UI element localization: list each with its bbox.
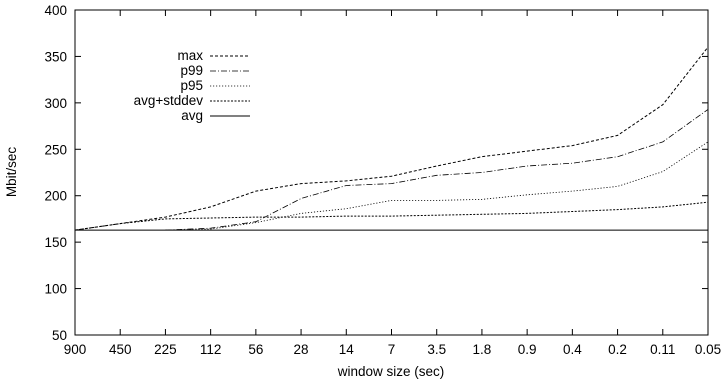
y-tick-label: 100 (44, 282, 67, 297)
legend-label: p99 (180, 63, 203, 78)
series-line-max (74, 46, 709, 231)
y-tick-label: 350 (44, 49, 67, 64)
series-line-avg-stddev (74, 201, 709, 231)
x-tick-label: 14 (339, 342, 355, 357)
y-tick-label: 400 (44, 3, 67, 18)
x-tick-label: 112 (200, 342, 222, 357)
series-line-p99 (165, 109, 709, 231)
legend-label: p95 (180, 78, 203, 93)
x-tick-label: 0.11 (650, 342, 675, 357)
x-axis-ticks: 900 450 225 112 56 28 14 7 3.5 1.8 0.9 0.4 0.2 0.11 0.… (64, 10, 721, 357)
x-axis-label: window size (sec) (337, 364, 445, 379)
x-tick-label: 56 (248, 342, 263, 357)
x-tick-label: 900 (64, 342, 87, 357)
x-tick-label: 0.2 (608, 342, 627, 357)
y-tick-label: 150 (44, 235, 67, 250)
legend-label: avg (181, 108, 203, 123)
legend-label: max (177, 48, 203, 63)
x-tick-label: 450 (109, 342, 132, 357)
y-tick-label: 50 (52, 328, 67, 343)
y-tick-label: 250 (44, 142, 67, 157)
x-tick-label: 225 (154, 342, 177, 357)
y-tick-label: 300 (44, 96, 67, 111)
y-axis-ticks: 50 100 150 200 250 300 350 400 (44, 3, 708, 343)
x-tick-label: 0.05 (695, 342, 721, 357)
legend-label: avg+stddev (134, 93, 204, 108)
x-tick-label: 3.5 (427, 342, 446, 357)
y-tick-label: 200 (44, 189, 67, 204)
y-axis-label: Mbit/sec (4, 147, 19, 198)
series-group (74, 46, 709, 231)
x-tick-label: 0.9 (518, 342, 537, 357)
x-tick-label: 28 (294, 342, 309, 357)
plot-frame (74, 9, 709, 336)
x-tick-label: 1.8 (473, 342, 492, 357)
x-tick-label: 0.4 (563, 342, 582, 357)
x-tick-label: 7 (388, 342, 396, 357)
series-line-p95 (165, 141, 709, 231)
